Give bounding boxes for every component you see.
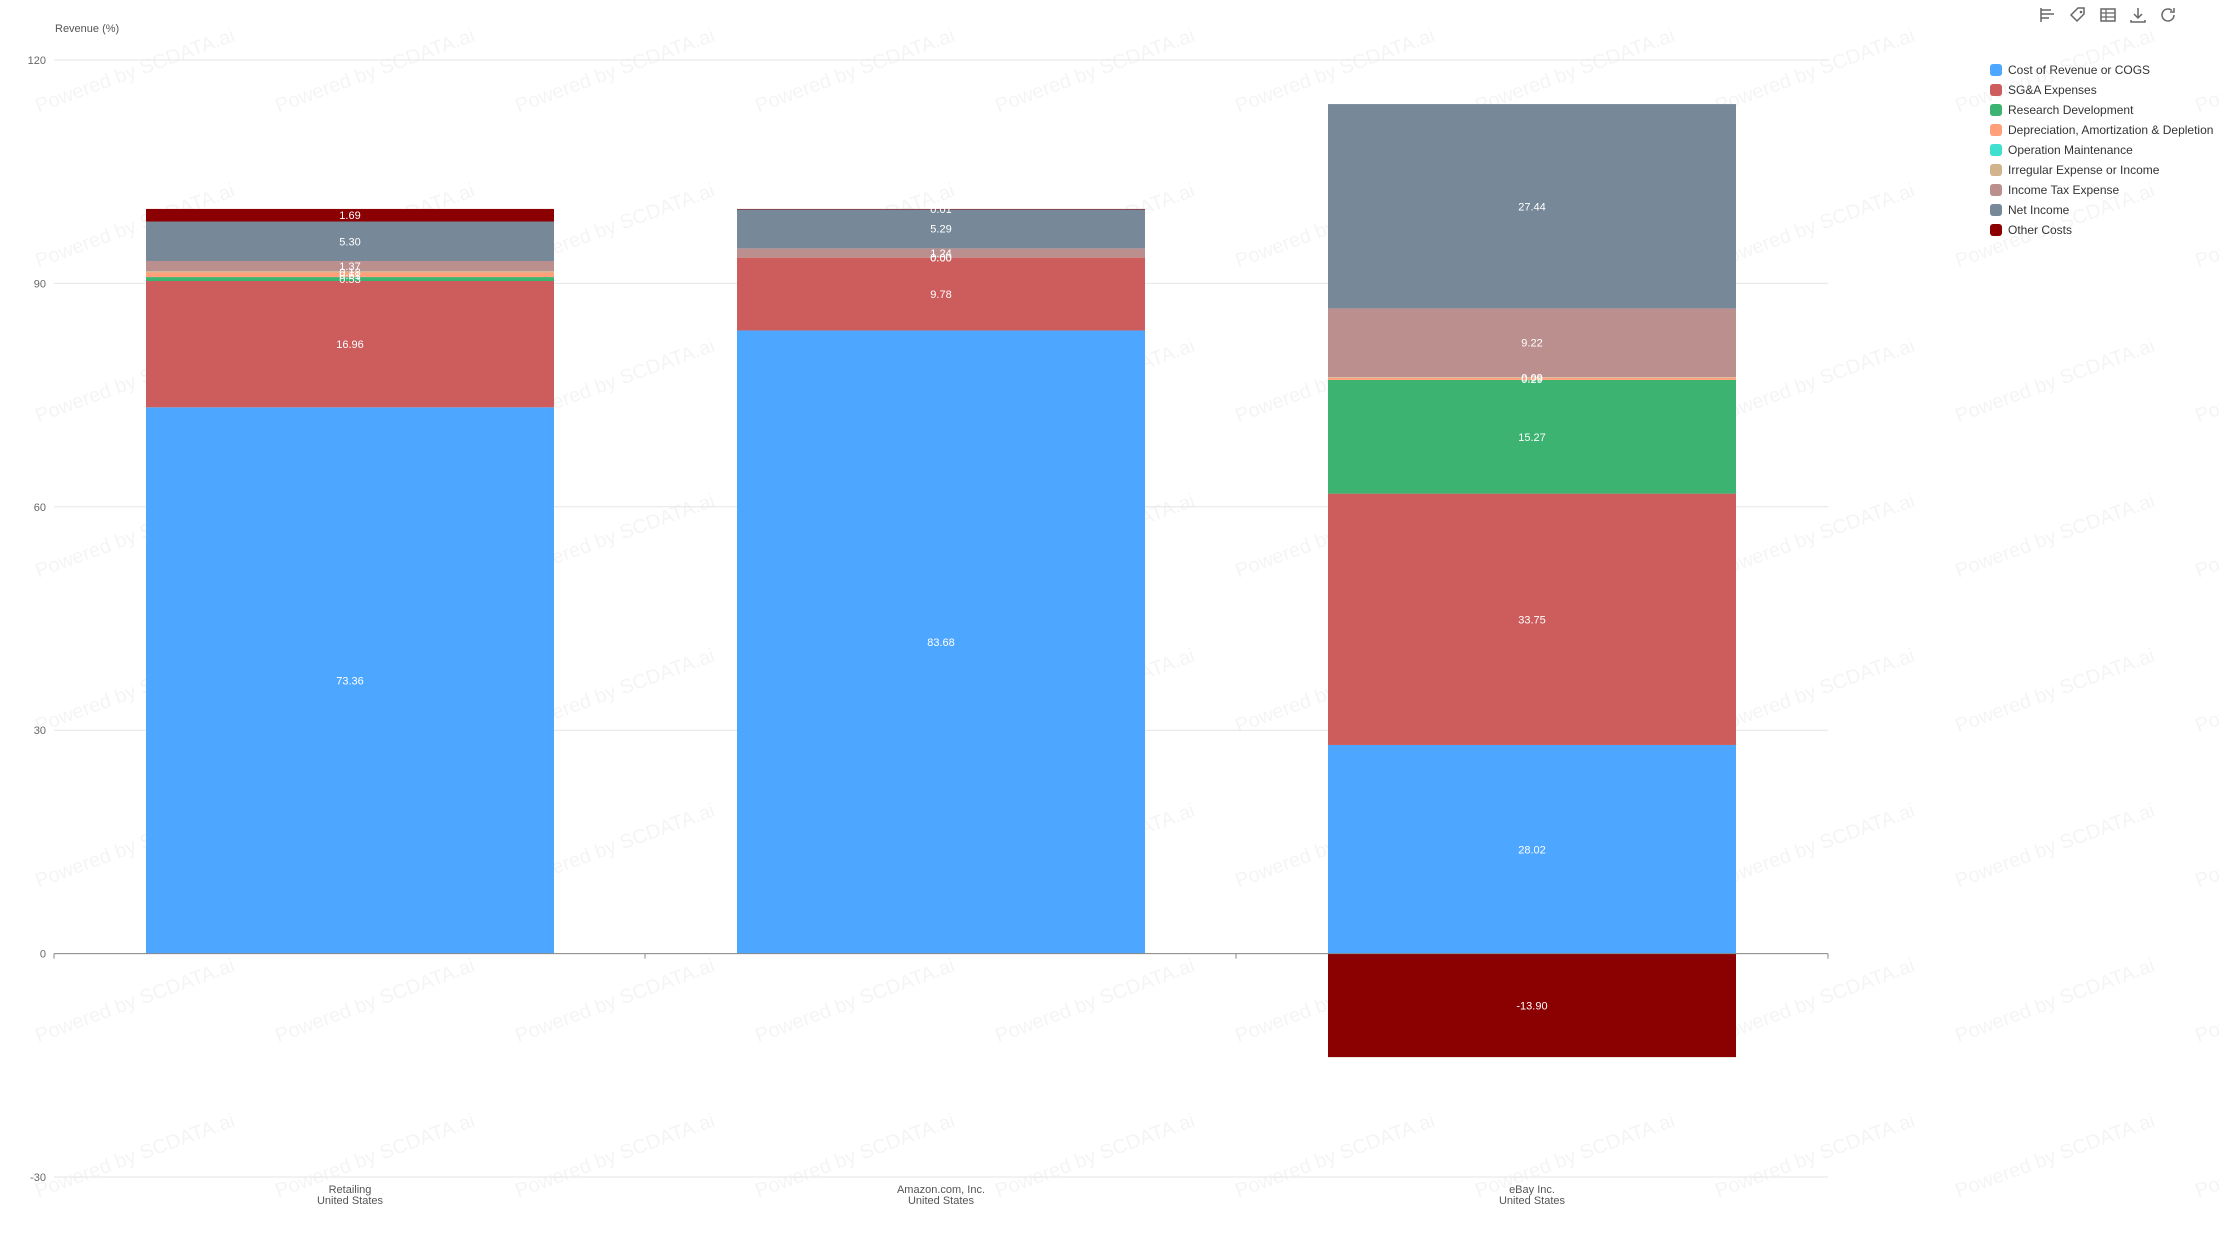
legend-swatch <box>1990 144 2002 156</box>
bar-segment <box>737 209 1145 249</box>
bar-segment <box>146 221 554 261</box>
bar-segment <box>1328 377 1736 378</box>
legend-item[interactable]: Other Costs <box>1990 220 2213 240</box>
legend-swatch <box>1990 224 2002 236</box>
y-tick-label: 30 <box>34 725 46 737</box>
bar-value-label: 0.61 <box>339 270 360 282</box>
bar-value-label: 73.36 <box>336 675 364 687</box>
bar-segment <box>1328 104 1736 309</box>
bar-segment <box>1328 308 1736 378</box>
bar-value-label: 15.27 <box>1518 432 1546 444</box>
x-tick-label: eBay Inc. United States <box>1499 1184 1566 1207</box>
bar-segment <box>146 281 554 408</box>
legend-item[interactable]: Income Tax Expense <box>1990 180 2213 200</box>
bar-value-label: 1.37 <box>339 261 360 273</box>
legend-label: Depreciation, Amortization & Depletion <box>2008 123 2214 137</box>
y-tick-label: 60 <box>34 502 46 514</box>
bar-segment <box>1328 493 1736 745</box>
legend-label: Other Costs <box>2008 223 2073 237</box>
bar-value-label: 5.29 <box>930 224 951 236</box>
y-tick-label: 120 <box>28 55 46 67</box>
bar-value-label: 0.18 <box>339 267 360 279</box>
bar-value-label: 0.00 <box>930 253 951 265</box>
x-tick-label: Amazon.com, Inc. United States <box>897 1184 985 1207</box>
legend-item[interactable]: Research Development <box>1990 100 2213 120</box>
bar-segment <box>146 277 554 282</box>
bar-segment <box>737 208 1145 210</box>
table-icon[interactable] <box>2097 4 2119 26</box>
legend-label: Cost of Revenue or COGS <box>2008 63 2151 77</box>
bar-value-label: -13.90 <box>1516 1000 1547 1012</box>
legend-item[interactable]: Net Income <box>1990 200 2213 220</box>
bar-segment <box>146 271 554 273</box>
legend-swatch <box>1990 184 2002 196</box>
bar-value-label: 28.02 <box>1518 844 1546 856</box>
bar-value-label: 0.29 <box>1521 374 1542 386</box>
bar-segment <box>1328 377 1736 380</box>
bar-segment <box>1328 744 1736 954</box>
legend: Cost of Revenue or COGS SG&A Expenses Rese… <box>1990 60 2213 240</box>
y-axis-label: Revenue (%) <box>55 23 119 35</box>
legend-item[interactable]: Irregular Expense or Income <box>1990 160 2213 180</box>
y-tick-label: 90 <box>34 278 46 290</box>
legend-label: Income Tax Expense <box>2008 183 2120 197</box>
bar-segment <box>1328 953 1736 1058</box>
bar-value-labels: 73.36 16.96 0.530.610.181.37 5.30 1.69 83.68 9… <box>336 201 1547 1012</box>
bar-value-label: 0.01 <box>930 204 951 216</box>
x-axis: Retailing United States Amazon.com, Inc. Un… <box>53 953 1829 1207</box>
bar-segment <box>737 248 1145 258</box>
bar-stacks <box>146 104 1736 1058</box>
bar-segment <box>146 272 554 278</box>
bar-value-label: 27.44 <box>1518 201 1546 213</box>
y-axis-ticks: -30 0 30 60 90 120 <box>28 55 46 1184</box>
refresh-icon[interactable] <box>2157 4 2179 26</box>
legend-item[interactable]: Operation Maintenance <box>1990 140 2213 160</box>
legend-swatch <box>1990 124 2002 136</box>
legend-swatch <box>1990 164 2002 176</box>
bar-value-label: 9.22 <box>1521 338 1542 350</box>
y-tick-label: 0 <box>40 949 46 961</box>
bar-value-label: 1.24 <box>930 248 951 260</box>
legend-item[interactable]: Cost of Revenue or COGS <box>1990 60 2213 80</box>
bar-segment <box>737 330 1145 954</box>
bar-value-label: 33.75 <box>1518 614 1546 626</box>
legend-label: Operation Maintenance <box>2008 143 2133 157</box>
bar-chart-icon[interactable] <box>2037 4 2059 26</box>
bar-value-label: 0.00 <box>930 253 951 265</box>
bar-segment <box>146 407 554 954</box>
legend-item[interactable]: SG&A Expenses <box>1990 80 2213 100</box>
bar-segment <box>737 257 1145 331</box>
legend-swatch <box>1990 104 2002 116</box>
legend-label: Irregular Expense or Income <box>2008 163 2160 177</box>
y-tick-label: -30 <box>30 1172 46 1184</box>
download-icon[interactable] <box>2127 4 2149 26</box>
legend-label: Research Development <box>2008 103 2134 117</box>
tag-icon[interactable] <box>2067 4 2089 26</box>
legend-label: Net Income <box>2008 203 2070 217</box>
bar-value-label: 0.09 <box>1521 372 1542 384</box>
legend-swatch <box>1990 84 2002 96</box>
bar-segment <box>1328 379 1736 494</box>
bar-value-label: 5.30 <box>339 236 360 248</box>
x-tick-label: Retailing United States <box>317 1184 384 1207</box>
legend-swatch <box>1990 64 2002 76</box>
bar-segment <box>146 208 554 222</box>
chart-toolbar <box>2037 4 2179 26</box>
bar-value-label: 83.68 <box>927 637 955 649</box>
bar-value-label: 1.69 <box>339 210 360 222</box>
bar-value-label: 16.96 <box>336 339 364 351</box>
bar-value-label: 0.53 <box>339 274 360 286</box>
legend-item[interactable]: Depreciation, Amortization & Depletion <box>1990 120 2213 140</box>
legend-swatch <box>1990 204 2002 216</box>
bar-value-label: 9.78 <box>930 289 951 301</box>
legend-label: SG&A Expenses <box>2008 83 2097 97</box>
bar-segment <box>146 260 554 272</box>
